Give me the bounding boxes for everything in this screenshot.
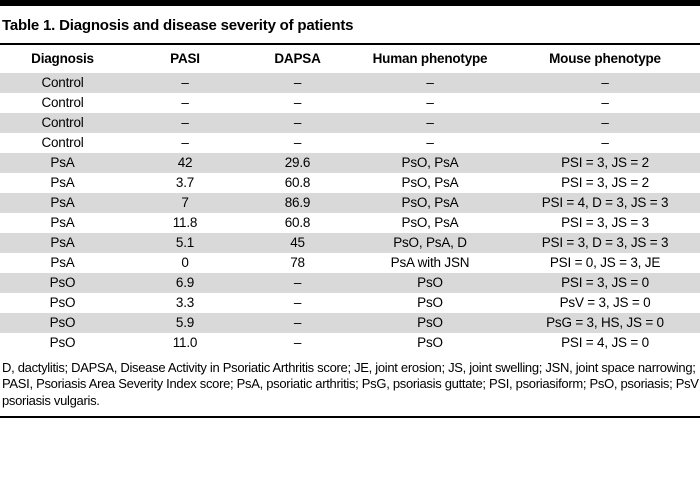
table-title: Table 1. Diagnosis and disease severity …	[2, 17, 354, 34]
table-cell: 5.9	[175, 315, 195, 330]
column-header-human-phenotype: Human phenotype	[372, 51, 488, 66]
table-cell: PSI = 3, JS = 2	[561, 175, 649, 190]
table-row: PsO 6.9 – PsO PSI = 3, JS = 0	[0, 272, 700, 293]
table-cell: –	[426, 135, 434, 150]
table-cell: PsO	[49, 295, 76, 310]
table-cell: PSI = 3, JS = 0	[561, 275, 649, 290]
table-cell: PsA	[50, 175, 75, 190]
table-cell: 3.7	[175, 175, 195, 190]
table-cell: PsA	[50, 215, 75, 230]
table-cell: 7	[181, 195, 189, 210]
column-header-pasi: PASI	[170, 51, 200, 66]
table-cell: PsO	[417, 275, 443, 290]
table-cell: –	[426, 95, 434, 110]
table-cell: PsO	[417, 295, 443, 310]
table-cell: –	[293, 335, 302, 350]
column-header-mouse-phenotype: Mouse phenotype	[549, 51, 661, 66]
table-cell: Control	[41, 115, 84, 130]
table-cell: –	[181, 75, 189, 90]
table-cell: –	[426, 115, 434, 130]
header-row: Diagnosis PASI DAPSA Human phenotype Mou…	[0, 45, 700, 73]
table-cell: 6.9	[175, 275, 195, 290]
table-row: PsA 42 29.6 PsO, PsA PSI = 3, JS = 2	[0, 152, 700, 173]
table-cell: 60.8	[284, 175, 311, 190]
patients-table: Diagnosis PASI DAPSA Human phenotype Mou…	[0, 45, 700, 353]
table-body: Control – – – – Control – – – – Control – – – – Control…	[0, 72, 700, 353]
table-cell: PSI = 4, D = 3, JS = 3	[541, 195, 669, 210]
table-cell: PsA with JSN	[390, 255, 470, 270]
table-cell: –	[601, 95, 609, 110]
table-row: PsO 11.0 – PsO PSI = 4, JS = 0	[0, 332, 700, 353]
table-cell: PsO, PsA	[401, 155, 459, 170]
table-cell: PSI = 3, JS = 2	[561, 155, 649, 170]
table-cell: 29.6	[284, 155, 311, 170]
table-cell: 42	[177, 155, 193, 170]
table-cell: PsO	[417, 335, 443, 350]
table-cell: –	[293, 115, 302, 130]
table-cell: PsO, PsA	[401, 195, 459, 210]
table-cell: Control	[41, 135, 84, 150]
table-cell: –	[181, 135, 189, 150]
table-cell: PsO	[49, 315, 76, 330]
table-cell: 5.1	[175, 235, 195, 250]
table-cell: 3.3	[175, 295, 195, 310]
table-row: PsO 5.9 – PsO PsG = 3, HS, JS = 0	[0, 312, 700, 333]
table-cell: –	[601, 115, 609, 130]
table-cell: PsA	[50, 255, 75, 270]
table-row: PsO 3.3 – PsO PsV = 3, JS = 0	[0, 292, 700, 313]
table-cell: –	[293, 295, 302, 310]
table-cell: 0	[181, 255, 189, 270]
table-cell: 86.9	[284, 195, 311, 210]
title-rule	[0, 43, 700, 45]
table-cell: PsO, PsA	[401, 175, 459, 190]
table-cell: –	[293, 135, 302, 150]
table-cell: –	[293, 75, 302, 90]
table-cell: PsA	[50, 155, 75, 170]
table-cell: PsV = 3, JS = 0	[559, 295, 651, 310]
table-footnote: D, dactylitis; DAPSA, Disease Activity i…	[2, 359, 699, 408]
table-row: PsA 5.1 45 PsO, PsA, D PSI = 3, D = 3, JS = …	[0, 232, 700, 253]
table-cell: PSI = 3, JS = 3	[561, 215, 649, 230]
top-rule-thick	[0, 0, 700, 6]
table-cell: 60.8	[284, 215, 311, 230]
table-row: PsA 11.8 60.8 PsO, PsA PSI = 3, JS = 3	[0, 212, 700, 233]
table-cell: 11.0	[172, 335, 198, 350]
table-cell: Control	[41, 75, 84, 90]
table-cell: 45	[290, 235, 305, 250]
table-row: Control – – – –	[0, 92, 700, 113]
table-cell: –	[293, 315, 302, 330]
table-row: PsA 7 86.9 PsO, PsA PSI = 4, D = 3, JS = 3	[0, 192, 700, 213]
table-cell: PsO	[417, 315, 443, 330]
bottom-rule	[0, 416, 700, 418]
table-cell: PSI = 0, JS = 3, JE	[549, 255, 661, 270]
table-cell: PsO, PsA, D	[393, 235, 467, 250]
table-cell: –	[293, 95, 302, 110]
table-cell: Control	[41, 95, 84, 110]
table-cell: –	[181, 115, 189, 130]
table-cell: PsA	[50, 235, 75, 250]
table-cell: PsO	[49, 335, 76, 350]
table-cell: PsG = 3, HS, JS = 0	[546, 315, 664, 330]
table-row: PsA 3.7 60.8 PsO, PsA PSI = 3, JS = 2	[0, 172, 700, 193]
table-row: Control – – – –	[0, 112, 700, 133]
table-cell: 78	[290, 255, 305, 270]
column-header-dapsa: DAPSA	[274, 51, 321, 66]
table-row: Control – – – –	[0, 72, 700, 93]
table-cell: –	[293, 275, 302, 290]
table-cell: –	[181, 95, 189, 110]
table-cell: PSI = 4, JS = 0	[561, 335, 649, 350]
table-cell: 11.8	[172, 215, 198, 230]
table-row: Control – – – –	[0, 132, 700, 153]
table-cell: PsO	[49, 275, 76, 290]
column-header-diagnosis: Diagnosis	[31, 51, 94, 66]
table-cell: –	[426, 75, 434, 90]
table-header: Diagnosis PASI DAPSA Human phenotype Mou…	[0, 45, 700, 73]
table-cell: –	[601, 135, 609, 150]
table-cell: PsA	[50, 195, 75, 210]
table-cell: PSI = 3, D = 3, JS = 3	[541, 235, 669, 250]
table-row: PsA 0 78 PsA with JSN PSI = 0, JS = 3, JE	[0, 252, 700, 273]
table-cell: –	[601, 75, 609, 90]
table-cell: PsO, PsA	[401, 215, 459, 230]
